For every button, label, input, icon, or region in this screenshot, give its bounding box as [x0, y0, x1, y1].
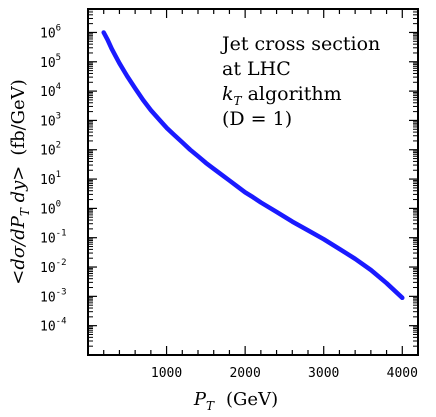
y-tick-base: 10 — [40, 173, 56, 188]
y-tick-label: 100 — [40, 199, 61, 217]
series-layer — [101, 30, 405, 301]
y-tick-exponent: 5 — [56, 53, 61, 63]
y-tick-base: 10 — [40, 85, 56, 100]
x-tick-label: 1000 — [151, 366, 182, 381]
y-tick-base: 10 — [40, 144, 56, 159]
y-tick-exponent: -3 — [56, 287, 67, 297]
y-tick-base: 10 — [40, 26, 56, 41]
x-axis-unit: (GeV) — [226, 389, 278, 410]
y-axis-sub: T — [18, 207, 32, 216]
y-tick-label: 102 — [40, 141, 61, 159]
cross-section-curve — [101, 30, 405, 301]
y-tick-base: 10 — [40, 202, 56, 217]
x-axis-ticks: 1000 2000 3000 4000 — [103, 9, 418, 381]
annotation-line-4: (D = 1) — [222, 108, 292, 130]
y-tick-base: 10 — [40, 232, 56, 247]
y-tick-label: 10-3 — [40, 287, 67, 305]
y-tick-label: 10-4 — [40, 317, 67, 335]
x-axis-sub: T — [206, 399, 215, 413]
y-tick-base: 10 — [40, 56, 56, 71]
annotation-kt-sub: T — [234, 94, 243, 108]
annotation-line-1: Jet cross section — [220, 33, 380, 55]
y-tick-exponent: 1 — [56, 170, 61, 180]
y-tick-label: 10-1 — [40, 229, 67, 247]
y-tick-exponent: -2 — [56, 258, 67, 268]
y-tick-exponent: 0 — [56, 199, 61, 209]
y-axis-title: <dσ/dPT dy> (fb/GeV) — [8, 79, 32, 284]
y-axis-unit: (fb/GeV) — [8, 79, 29, 155]
x-axis-title: PT (GeV) — [193, 389, 278, 413]
annotation: Jet cross section at LHC kT algorithm (D… — [220, 33, 380, 130]
y-tick-exponent: 2 — [56, 141, 61, 151]
annotation-kt-var: k — [222, 83, 234, 105]
y-axis-tail: dy> — [8, 166, 29, 209]
x-axis-var: P — [193, 389, 207, 410]
y-tick-label: 103 — [40, 111, 61, 129]
y-tick-exponent: 6 — [56, 23, 61, 33]
x-tick-label: 2000 — [229, 366, 260, 381]
annotation-line-2: at LHC — [222, 58, 291, 80]
y-tick-label: 104 — [40, 82, 61, 100]
annotation-line-3: kT algorithm — [222, 83, 342, 108]
y-tick-base: 10 — [40, 261, 56, 276]
y-tick-label: 101 — [40, 170, 61, 188]
y-tick-label: 10-2 — [40, 258, 67, 276]
y-tick-label: 106 — [40, 23, 61, 41]
x-tick-label: 4000 — [387, 366, 418, 381]
y-tick-exponent: 4 — [56, 82, 61, 92]
y-axis-main: <dσ/dP — [8, 215, 29, 284]
y-tick-base: 10 — [40, 114, 56, 129]
y-tick-label: 105 — [40, 53, 61, 71]
annotation-kt-rest: algorithm — [242, 83, 342, 105]
y-tick-base: 10 — [40, 320, 56, 335]
y-tick-base: 10 — [40, 290, 56, 305]
y-tick-exponent: -4 — [56, 317, 67, 327]
y-tick-exponent: -1 — [56, 229, 67, 239]
x-tick-label: 3000 — [308, 366, 339, 381]
y-tick-exponent: 3 — [56, 111, 61, 121]
